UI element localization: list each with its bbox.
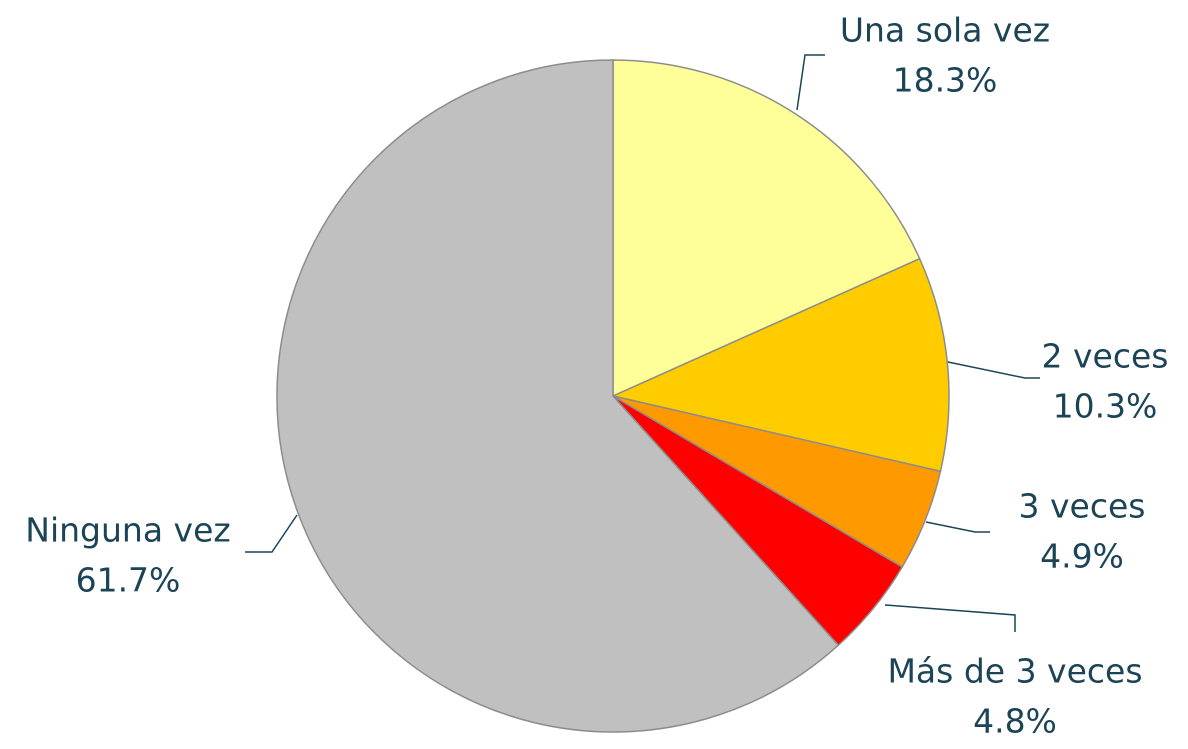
slice-label: Una sola vez bbox=[840, 11, 1050, 50]
slice-label: 2 veces bbox=[1042, 337, 1169, 376]
leader-line bbox=[245, 514, 298, 553]
slice-label: 3 veces bbox=[1019, 487, 1146, 526]
slice-label: Más de 3 veces bbox=[887, 652, 1142, 691]
leader-line bbox=[884, 604, 1016, 632]
slice-value-label: 61.7% bbox=[76, 561, 181, 600]
slice-value-label: 4.8% bbox=[973, 702, 1057, 741]
slice-value-label: 10.3% bbox=[1053, 387, 1158, 426]
slice-value-label: 4.9% bbox=[1040, 537, 1124, 576]
slice-label: Ninguna vez bbox=[25, 511, 230, 550]
leader-line bbox=[925, 521, 990, 533]
pie-slice bbox=[612, 59, 921, 398]
pie-slice bbox=[276, 59, 840, 733]
slice-value-label: 18.3% bbox=[893, 61, 998, 100]
pie-slice bbox=[610, 257, 950, 473]
leader-line bbox=[947, 361, 1040, 379]
leader-line bbox=[796, 54, 825, 111]
